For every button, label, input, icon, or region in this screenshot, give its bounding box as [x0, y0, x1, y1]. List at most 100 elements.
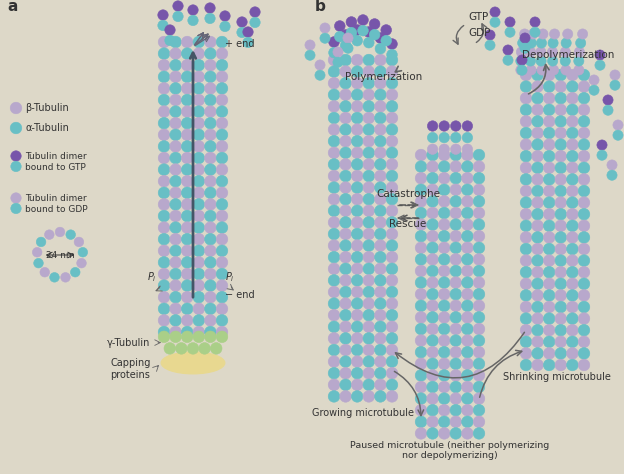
Circle shape	[328, 77, 340, 89]
Circle shape	[158, 175, 170, 187]
Circle shape	[517, 65, 527, 75]
Circle shape	[548, 38, 558, 48]
Circle shape	[363, 286, 374, 298]
Circle shape	[530, 27, 540, 37]
Circle shape	[205, 326, 216, 338]
Circle shape	[427, 370, 439, 381]
Circle shape	[578, 266, 590, 278]
Circle shape	[555, 324, 567, 336]
Circle shape	[415, 230, 427, 242]
Circle shape	[193, 233, 205, 245]
Circle shape	[520, 104, 532, 116]
Circle shape	[170, 175, 182, 187]
Circle shape	[340, 274, 351, 286]
Circle shape	[220, 21, 230, 32]
Circle shape	[427, 311, 439, 323]
Circle shape	[386, 159, 398, 170]
Circle shape	[473, 196, 485, 207]
Circle shape	[216, 331, 228, 343]
Circle shape	[340, 205, 351, 217]
Circle shape	[561, 65, 571, 75]
Circle shape	[567, 220, 578, 232]
Circle shape	[415, 173, 427, 184]
Circle shape	[340, 367, 351, 379]
Circle shape	[450, 161, 462, 173]
Circle shape	[165, 25, 175, 35]
Circle shape	[462, 300, 473, 311]
Circle shape	[386, 391, 398, 402]
Circle shape	[532, 197, 544, 209]
Circle shape	[328, 205, 340, 217]
Circle shape	[473, 346, 485, 358]
Circle shape	[607, 170, 617, 180]
Circle shape	[374, 147, 386, 159]
Circle shape	[567, 162, 578, 173]
Circle shape	[462, 132, 472, 143]
Circle shape	[182, 210, 193, 222]
Circle shape	[158, 256, 170, 268]
Circle shape	[473, 393, 485, 404]
Circle shape	[450, 219, 462, 230]
Circle shape	[386, 124, 398, 136]
Circle shape	[555, 197, 567, 209]
Circle shape	[193, 36, 205, 48]
Circle shape	[532, 162, 544, 173]
Circle shape	[193, 82, 205, 94]
Circle shape	[363, 263, 374, 274]
Circle shape	[462, 335, 473, 346]
Circle shape	[205, 187, 216, 199]
Circle shape	[532, 255, 544, 266]
Circle shape	[182, 245, 193, 256]
Circle shape	[182, 129, 193, 141]
Circle shape	[170, 48, 182, 59]
Circle shape	[544, 81, 555, 92]
Circle shape	[374, 367, 386, 379]
Circle shape	[236, 27, 247, 37]
Circle shape	[363, 310, 374, 321]
Circle shape	[363, 367, 374, 379]
Circle shape	[351, 356, 363, 367]
Circle shape	[427, 335, 439, 346]
Circle shape	[340, 136, 351, 147]
Circle shape	[374, 170, 386, 182]
Circle shape	[544, 220, 555, 232]
Circle shape	[450, 370, 462, 381]
Circle shape	[544, 197, 555, 209]
Circle shape	[462, 149, 473, 161]
Circle shape	[555, 278, 567, 290]
Circle shape	[216, 210, 228, 222]
Circle shape	[182, 292, 193, 303]
Circle shape	[462, 277, 473, 288]
Circle shape	[193, 280, 205, 292]
Circle shape	[351, 217, 363, 228]
Circle shape	[199, 343, 210, 354]
Circle shape	[340, 54, 351, 66]
Circle shape	[544, 185, 555, 197]
Circle shape	[381, 25, 391, 36]
Circle shape	[520, 255, 532, 266]
Circle shape	[340, 66, 351, 77]
Circle shape	[343, 43, 353, 53]
Circle shape	[216, 118, 228, 129]
Circle shape	[575, 38, 586, 48]
Circle shape	[329, 47, 339, 58]
Circle shape	[193, 164, 205, 175]
Circle shape	[528, 29, 538, 39]
Circle shape	[55, 227, 65, 237]
Circle shape	[158, 141, 170, 152]
Circle shape	[374, 379, 386, 391]
Circle shape	[439, 265, 450, 277]
Circle shape	[216, 292, 228, 303]
Circle shape	[526, 65, 536, 75]
Circle shape	[340, 379, 351, 391]
Circle shape	[363, 217, 374, 228]
Circle shape	[193, 187, 205, 199]
Circle shape	[188, 15, 198, 26]
Circle shape	[555, 92, 567, 104]
Circle shape	[340, 147, 351, 159]
Circle shape	[158, 129, 170, 141]
Circle shape	[374, 251, 386, 263]
Circle shape	[182, 48, 193, 59]
Text: Polymerization: Polymerization	[345, 72, 422, 82]
Circle shape	[427, 144, 438, 155]
